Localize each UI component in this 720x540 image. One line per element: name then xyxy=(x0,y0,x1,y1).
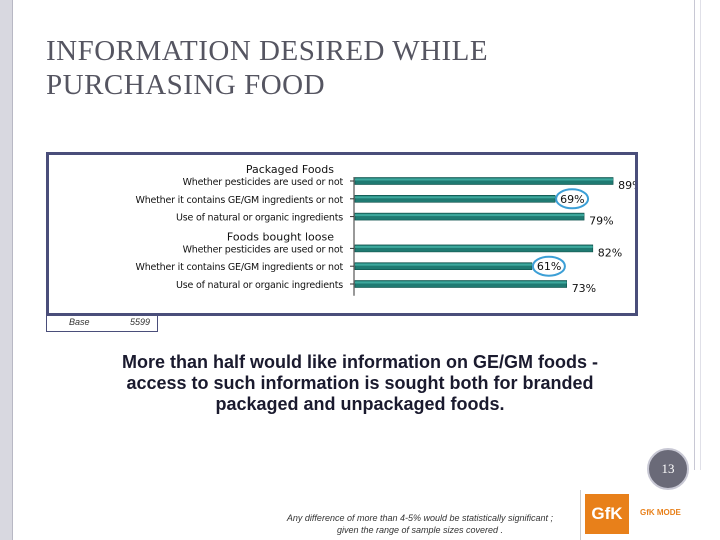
category-label-1-1: Whether it contains GE/GM ingredients or… xyxy=(136,262,344,273)
category-label-0-0: Whether pesticides are used or not xyxy=(183,177,344,188)
category-label-0-2: Use of natural or organic ingredients xyxy=(176,213,343,224)
gfk-mode-text: GfK MODE xyxy=(640,508,681,517)
footnote-line-2: given the range of sample sizes covered … xyxy=(336,525,504,535)
caption-line-3: packaged and unpackaged foods. xyxy=(215,394,505,414)
highlight-ring-1-1 xyxy=(531,255,566,277)
value-label-0-2: 79% xyxy=(589,215,613,228)
base-label: Base xyxy=(69,317,90,327)
bar-highlight-1-0 xyxy=(355,245,593,248)
logo-divider xyxy=(580,490,581,540)
slide-caption: More than half would like information on… xyxy=(70,352,650,415)
right-decor-line xyxy=(694,0,695,470)
left-decor-line xyxy=(12,0,13,540)
base-row: Base 5599 xyxy=(46,316,158,332)
value-label-1-2: 73% xyxy=(572,282,596,295)
value-label-0-0: 89% xyxy=(618,179,635,192)
group-label-1: Foods bought loose xyxy=(227,230,334,243)
bar-highlight-1-1 xyxy=(355,263,532,266)
bar-0-2 xyxy=(354,212,585,221)
bar-highlight-0-2 xyxy=(355,214,585,217)
slide-title: INFORMATION DESIRED WHILE PURCHASING FOO… xyxy=(46,34,666,102)
right-decor-line-2 xyxy=(700,0,701,470)
gfk-logo: GfK xyxy=(585,494,629,534)
value-label-0-1: 69% xyxy=(560,193,584,206)
slide-title-line-2: PURCHASING FOOD xyxy=(46,69,326,101)
category-label-0-1: Whether it contains GE/GM ingredients or… xyxy=(136,195,344,206)
bar-highlight-0-0 xyxy=(355,178,614,181)
bar-highlight-1-2 xyxy=(355,281,567,284)
base-value: 5599 xyxy=(130,317,151,327)
bar-highlight-0-1 xyxy=(355,196,556,199)
group-label-0: Packaged Foods xyxy=(246,163,334,176)
caption-line-2: access to such information is sought bot… xyxy=(126,373,594,393)
slide-title-line-1: INFORMATION DESIRED WHILE xyxy=(46,35,489,67)
footnote-line-1: Any difference of more than 4-5% would b… xyxy=(286,513,554,523)
value-label-1-0: 82% xyxy=(598,246,622,259)
highlight-ring-0-1 xyxy=(555,188,590,210)
left-decor-bar xyxy=(0,0,12,540)
bar-1-0 xyxy=(354,244,594,253)
category-label-1-2: Use of natural or organic ingredients xyxy=(176,280,343,291)
category-label-1-0: Whether pesticides are used or not xyxy=(183,244,344,255)
caption-line-1: More than half would like information on… xyxy=(122,352,598,372)
bar-0-0 xyxy=(354,177,614,185)
bar-1-2 xyxy=(354,280,567,288)
footnote: Any difference of more than 4-5% would b… xyxy=(250,512,590,536)
value-label-1-1: 61% xyxy=(537,260,561,273)
page-number: 13 xyxy=(647,448,689,490)
